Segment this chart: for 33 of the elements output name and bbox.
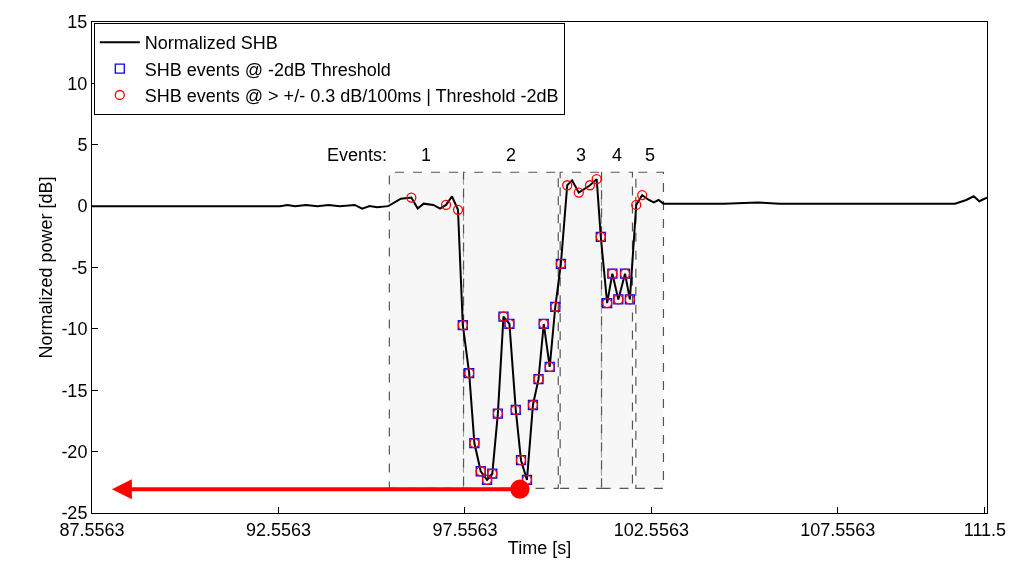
band-label: 2	[506, 145, 517, 165]
y-tick-label: -15	[61, 380, 88, 401]
x-tick-label: 111.5	[963, 519, 1007, 540]
point	[406, 192, 417, 203]
y-tick-label: 10	[67, 73, 88, 94]
y-tick-label: 15	[67, 12, 88, 33]
point	[591, 173, 602, 185]
point	[573, 187, 584, 198]
point	[631, 199, 642, 211]
annotation: Events:	[327, 145, 388, 165]
x-tick-label: 102.5563	[613, 519, 689, 540]
point	[440, 199, 452, 211]
legend-label: Normalized SHB	[144, 33, 278, 54]
y-tick-label: 0	[77, 196, 88, 217]
x-tick-label: 97.5563	[432, 519, 498, 540]
legend-label: SHB events @ > +/- 0.3 dB/100ms | Threshold -2dB	[144, 86, 559, 106]
point	[637, 189, 648, 201]
point	[452, 204, 464, 215]
x-axis-title: Time [s]	[507, 537, 572, 558]
x-tick-label: 107.5563	[800, 519, 876, 540]
y-tick-label: -5	[71, 257, 88, 278]
y-tick-label: 5	[77, 135, 88, 156]
band-label: 1	[421, 145, 432, 165]
band-label: 5	[645, 145, 656, 165]
y-axis-title: Normalized power [dB]	[35, 176, 56, 359]
point	[584, 180, 596, 191]
band-label: 4	[612, 145, 623, 165]
y-tick-label: -20	[61, 441, 88, 462]
y-tick-label: -10	[61, 319, 88, 340]
point	[562, 180, 573, 191]
legend-label: SHB events @ -2dB Threshold	[144, 59, 391, 80]
x-tick-label: 92.5563	[245, 519, 311, 540]
band-label: 3	[576, 145, 587, 165]
